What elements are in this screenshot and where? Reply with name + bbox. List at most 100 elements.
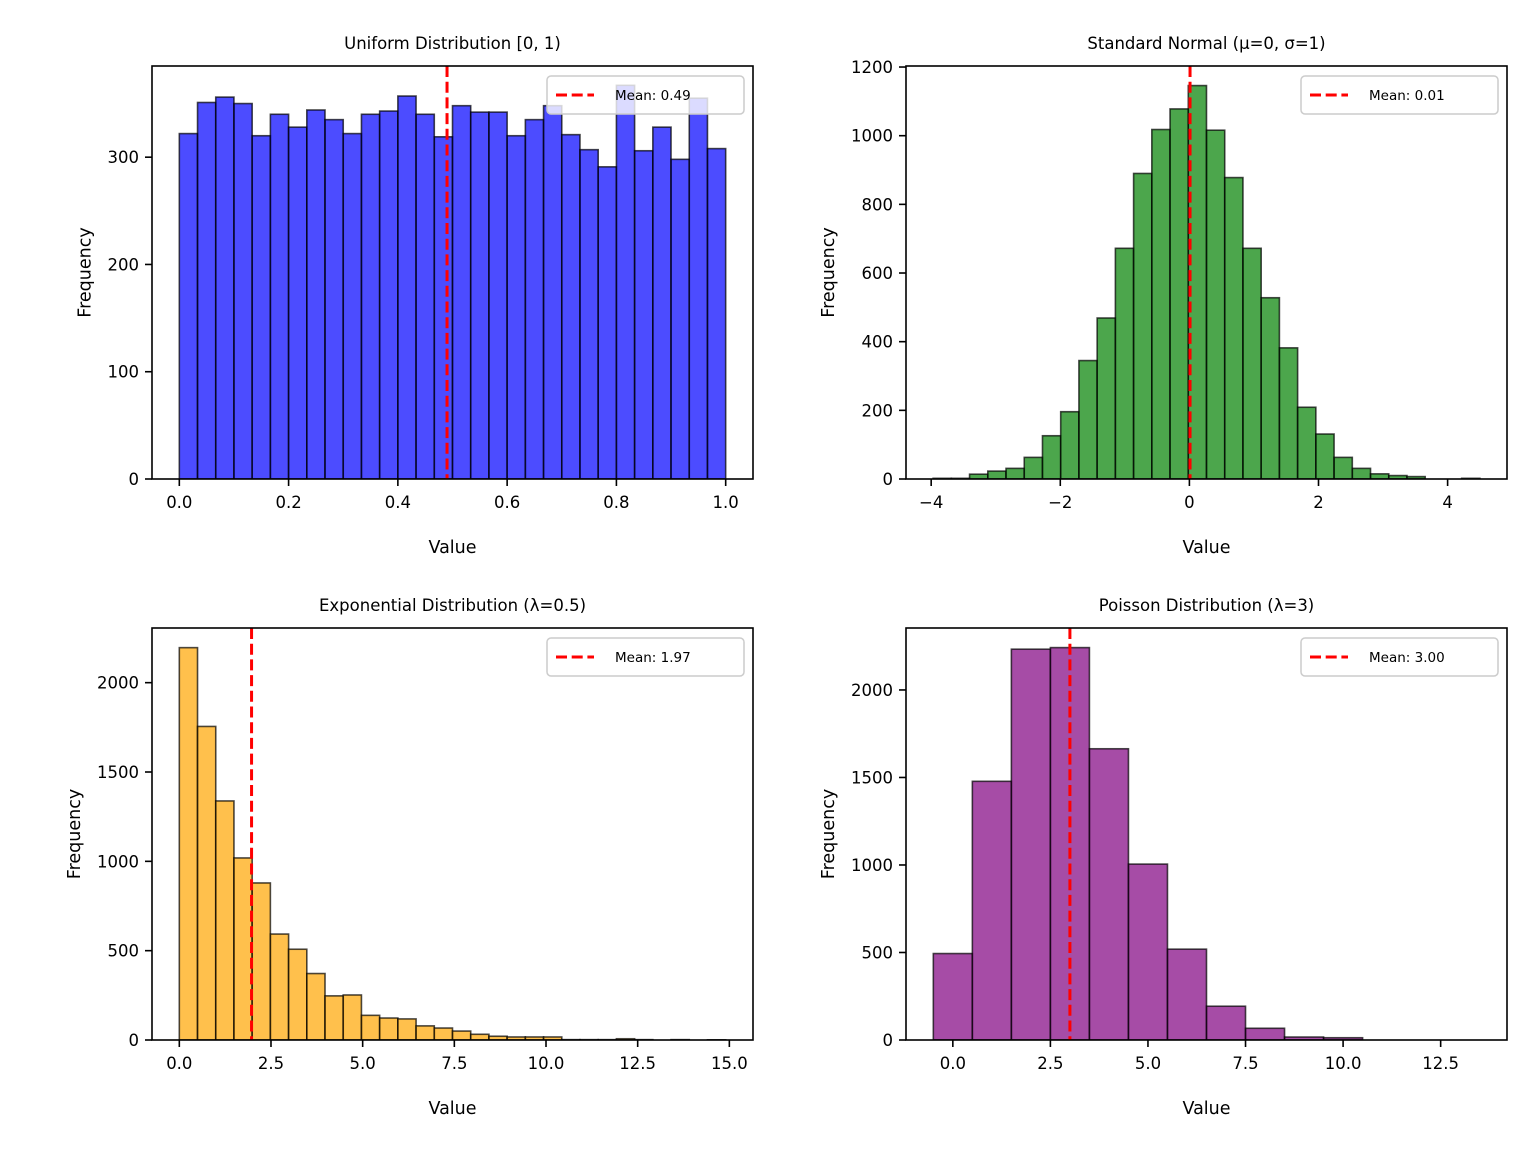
x-tick-label: −4 [919,493,943,512]
histogram-bar [670,158,691,479]
x-tick-label: 2 [1313,493,1324,512]
x-axis-label: Value [1182,1099,1230,1119]
histogram-bar [615,84,636,479]
y-tick-label: 1200 [851,58,893,77]
histogram-bar [196,101,217,479]
histogram-bar [324,995,345,1040]
legend-label: Mean: 0.49 [615,88,691,104]
histogram-bar [287,126,308,479]
x-tick-label: 2.5 [258,1054,284,1073]
x-tick-label: 0 [1184,493,1195,512]
histogram-bar [1242,247,1262,479]
histogram-bar [488,111,508,479]
histogram-bar [251,134,272,479]
histogram-bar [269,113,290,479]
histogram-bar [1041,434,1062,479]
histogram-bar [1078,359,1098,479]
x-tick-label: 10.0 [1325,1054,1362,1073]
histogram-bar [1315,433,1335,479]
histogram-bar [1114,247,1135,479]
axes-frame [151,627,754,1041]
x-axis-label: Value [428,538,476,558]
histogram-bar [1333,456,1354,479]
histogram-bar [1127,863,1169,1040]
histogram-bar [469,1033,490,1040]
histogram-bar [1169,108,1190,479]
x-tick-label: 0.0 [940,1054,966,1073]
legend: Mean: 1.97 [546,637,745,677]
histogram-bar [397,95,417,479]
legend-box [1300,637,1499,677]
legend-box [1300,75,1499,115]
subplot-poisson: 0.0 2.5 5.0 7.5 10.0 12.5 0 500 1000 1500 2000 Pois… [819,596,1508,1119]
histogram-bar [542,104,563,479]
histogram-bar [360,1014,381,1040]
histogram-bar [433,1027,454,1040]
histogram-bar [269,933,290,1040]
x-tick-label: 0.4 [385,493,411,512]
histogram-bar [1205,129,1226,479]
y-tick-label: 400 [862,333,894,352]
histogram-bar [1096,317,1117,479]
x-tick-label: 1.0 [713,493,739,512]
legend-label: Mean: 0.01 [1369,88,1445,104]
histogram-bar [233,857,253,1040]
histogram-bar [287,948,308,1040]
histogram-bar [378,1017,399,1040]
histogram-bar [306,109,326,479]
x-tick-label: 12.5 [1422,1054,1459,1073]
x-tick-label: 0.2 [275,493,301,512]
chart-title: Standard Normal (μ=0, σ=1) [1087,34,1325,53]
y-tick-label: 0 [883,470,894,489]
x-tick-label: 12.5 [619,1054,656,1073]
histogram-bar [178,132,199,479]
histogram-bar [1166,948,1208,1040]
subplot-normal: −4 −2 0 2 4 0 200 400 600 800 1000 1200 Standard Nor… [819,34,1508,558]
chart-title: Poisson Distribution (λ=3) [1099,596,1315,615]
histogram-bar [1023,456,1044,479]
y-tick-label: 600 [862,264,894,283]
x-axis-label: Value [1182,538,1230,558]
y-axis-label: Frequency [819,227,839,317]
y-tick-label: 500 [108,942,140,961]
x-tick-label: 15.0 [711,1054,748,1073]
histogram-bar [342,132,363,479]
histogram-bar [524,118,545,479]
y-tick-label: 0 [129,470,140,489]
histogram-bar [633,149,654,479]
histogram-bar [971,780,1013,1040]
chart-title: Exponential Distribution (λ=0.5) [319,596,586,615]
axes-frame [151,65,754,480]
x-tick-label: 2.5 [1037,1054,1063,1073]
y-tick-label: 2000 [97,674,139,693]
y-tick-label: 1500 [97,763,139,782]
histogram-bar [360,113,381,479]
x-axis-label: Value [428,1099,476,1119]
y-tick-label: 200 [862,401,894,420]
subplot-uniform: 0.0 0.2 0.4 0.6 0.8 1.0 0 100 200 300 Uniform Dist… [76,34,754,558]
histogram-bar [324,118,345,479]
histogram-bar [1132,172,1153,479]
histogram-bar [597,166,618,479]
y-tick-label: 1000 [97,852,139,871]
legend-label: Mean: 1.97 [615,650,691,666]
histogram-bar [378,110,399,479]
histogram-bar [1278,347,1299,479]
y-axis-label: Frequency [819,789,839,879]
histogram-bar [1088,747,1130,1040]
y-tick-label: 800 [862,195,894,214]
legend: Mean: 3.00 [1300,637,1499,677]
legend: Mean: 0.01 [1300,75,1499,115]
x-tick-label: 5.0 [1135,1054,1161,1073]
histogram-bar [306,972,326,1040]
histogram-bar [415,113,436,479]
histogram-bar [1005,467,1026,479]
bars [932,646,1364,1040]
histogram-bar [1059,410,1080,479]
histogram-bar [433,136,454,479]
axes-frame [905,627,1508,1041]
histogram-bar [1010,648,1052,1040]
histogram-bar [1223,176,1244,479]
bars [932,84,1481,479]
